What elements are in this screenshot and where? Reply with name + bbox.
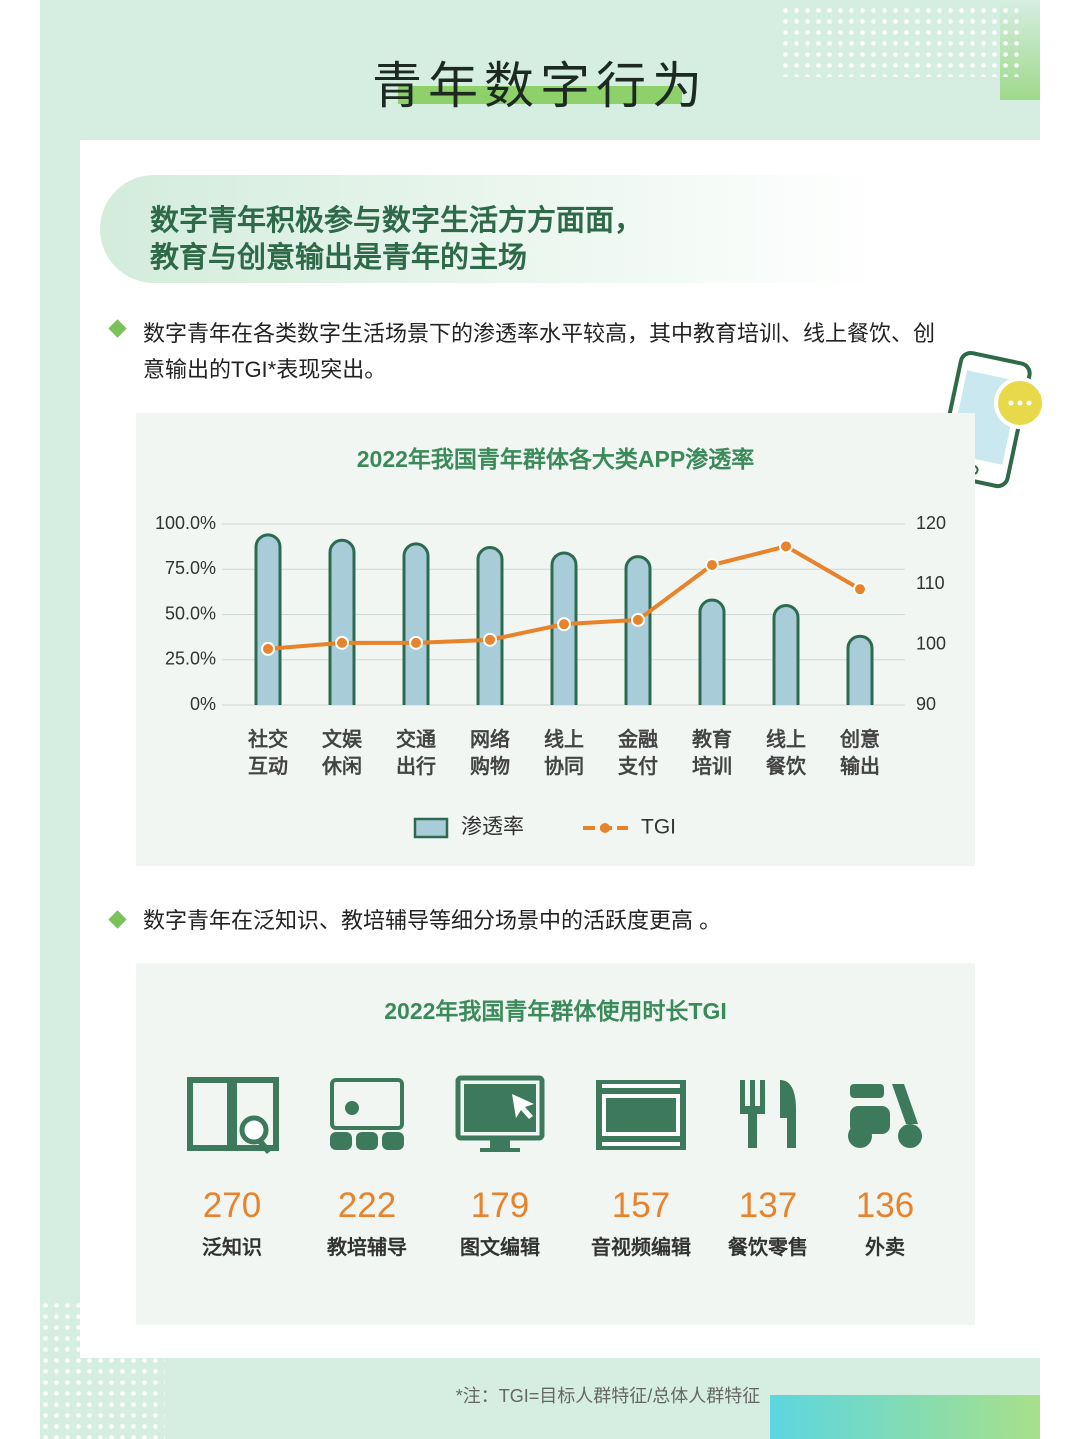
note-text: *注：TGI=目标人群特征/总体人群特征 xyxy=(455,1386,761,1406)
y-tick-label: 75.0% xyxy=(165,558,216,578)
chart-title: 2022年我国青年群体各大类APP渗透率 xyxy=(356,446,755,472)
x-tick-label: 网络购物 xyxy=(470,729,510,778)
corner-decor xyxy=(770,1395,1040,1439)
dots xyxy=(780,5,1025,77)
bullet-text: 数字青年在泛知识、教培辅导等细分场景中的活跃度更高 。 xyxy=(143,908,722,933)
tgi-title: 2022年我国青年群体使用时长TGI xyxy=(384,998,727,1024)
bullet-text: 数字青年在各类数字生活场景下的渗透率水平较高，其中教育培训、线上餐饮、创意输出的… xyxy=(143,321,936,382)
x-tick-label: 教育培训 xyxy=(692,729,732,778)
x-tick-label: 社交互动 xyxy=(248,729,288,778)
y2-tick-label: 110 xyxy=(916,573,945,593)
legend-label: 渗透率 xyxy=(461,816,524,839)
bar xyxy=(624,555,652,705)
tgi-value: 179 xyxy=(470,1186,530,1225)
headline: 数字青年积极参与数字生活方方面面， xyxy=(150,205,644,237)
bar xyxy=(476,546,504,705)
tgi-value: 270 xyxy=(202,1186,262,1225)
point xyxy=(853,582,867,597)
legend-swatch xyxy=(600,823,610,833)
icons xyxy=(187,1075,922,1155)
tgi-label: 音视频编辑 xyxy=(591,1237,691,1259)
y2-tick-label: 120 xyxy=(916,513,946,533)
point xyxy=(409,635,423,650)
x-tick-label: 线上餐饮 xyxy=(766,729,806,778)
tgi-value: 222 xyxy=(337,1186,397,1225)
bar xyxy=(328,538,356,705)
tgi-label: 泛知识 xyxy=(202,1237,262,1259)
y2-tick-label: 90 xyxy=(916,694,936,714)
x-tick-label: 文娱休闲 xyxy=(322,729,362,778)
tgi-label: 图文编辑 xyxy=(460,1237,540,1259)
page-title: 青年数字行为 xyxy=(372,58,708,114)
headline-box xyxy=(100,175,880,283)
title-highlight xyxy=(398,86,682,104)
bar xyxy=(254,533,282,705)
point xyxy=(483,632,497,647)
legend-label: TGI xyxy=(641,816,676,839)
bar xyxy=(698,598,726,705)
point xyxy=(335,635,349,650)
point xyxy=(705,558,719,573)
tgi-label: 餐饮零售 xyxy=(728,1237,808,1259)
y-tick-label: 25.0% xyxy=(165,649,216,669)
legend-swatch xyxy=(413,817,449,839)
tgi-value: 136 xyxy=(855,1186,915,1225)
note: *注：TGI=目标人群特征/总体人群特征 xyxy=(80,1382,761,1408)
tgi-value: 137 xyxy=(738,1186,798,1225)
headline: 教育与创意输出是青年的主场 xyxy=(150,242,528,274)
bar xyxy=(846,634,874,705)
tgi-label: 外卖 xyxy=(865,1237,905,1259)
y-tick-label: 50.0% xyxy=(165,603,216,623)
tgi-value: 157 xyxy=(611,1186,671,1225)
point xyxy=(631,612,645,627)
x-tick-label: 线上协同 xyxy=(544,729,584,778)
bar xyxy=(402,542,430,705)
point xyxy=(261,641,275,656)
tgi-label: 教培辅导 xyxy=(327,1237,407,1259)
bar xyxy=(772,603,800,705)
y2-tick-label: 100 xyxy=(916,633,946,653)
x-tick-label: 交通出行 xyxy=(396,729,436,778)
x-tick-label: 金融支付 xyxy=(618,729,658,778)
point xyxy=(779,539,793,554)
y-tick-label: 0% xyxy=(190,694,216,714)
point xyxy=(557,617,571,632)
x-tick-label: 创意输出 xyxy=(840,729,880,778)
y-tick-label: 100.0% xyxy=(155,513,216,533)
